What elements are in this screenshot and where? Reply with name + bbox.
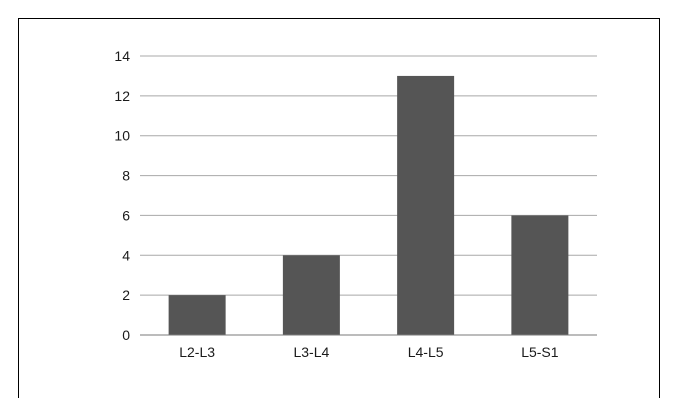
y-tick-label: 2 (122, 287, 130, 303)
tick-labels: 0 2 4 6 8 10 12 14 L2-L3 L3-L4 L4-L5 L5-S1 (114, 48, 558, 360)
bar-l3-l4 (282, 255, 340, 335)
bars (168, 75, 569, 335)
y-tick-label: 12 (114, 88, 130, 104)
chart-frame (18, 18, 660, 398)
x-tick-label: L3-L4 (293, 344, 329, 360)
y-tick-label: 8 (122, 168, 130, 184)
y-tick-label: 10 (114, 128, 130, 144)
y-tick-label: 4 (122, 247, 130, 263)
x-tick-label: L2-L3 (179, 344, 215, 360)
bar-l5-s1 (511, 215, 569, 335)
x-tick-label: L5-S1 (521, 344, 559, 360)
bar-l2-l3 (168, 295, 226, 335)
y-tick-label: 0 (122, 327, 130, 343)
bar-l4-l5 (397, 75, 455, 335)
x-tick-label: L4-L5 (408, 344, 444, 360)
bar-chart: 0 2 4 6 8 10 12 14 L2-L3 L3-L4 L4-L5 L5-S1 (114, 48, 597, 360)
y-tick-label: 6 (122, 207, 130, 223)
y-tick-label: 14 (114, 48, 130, 64)
